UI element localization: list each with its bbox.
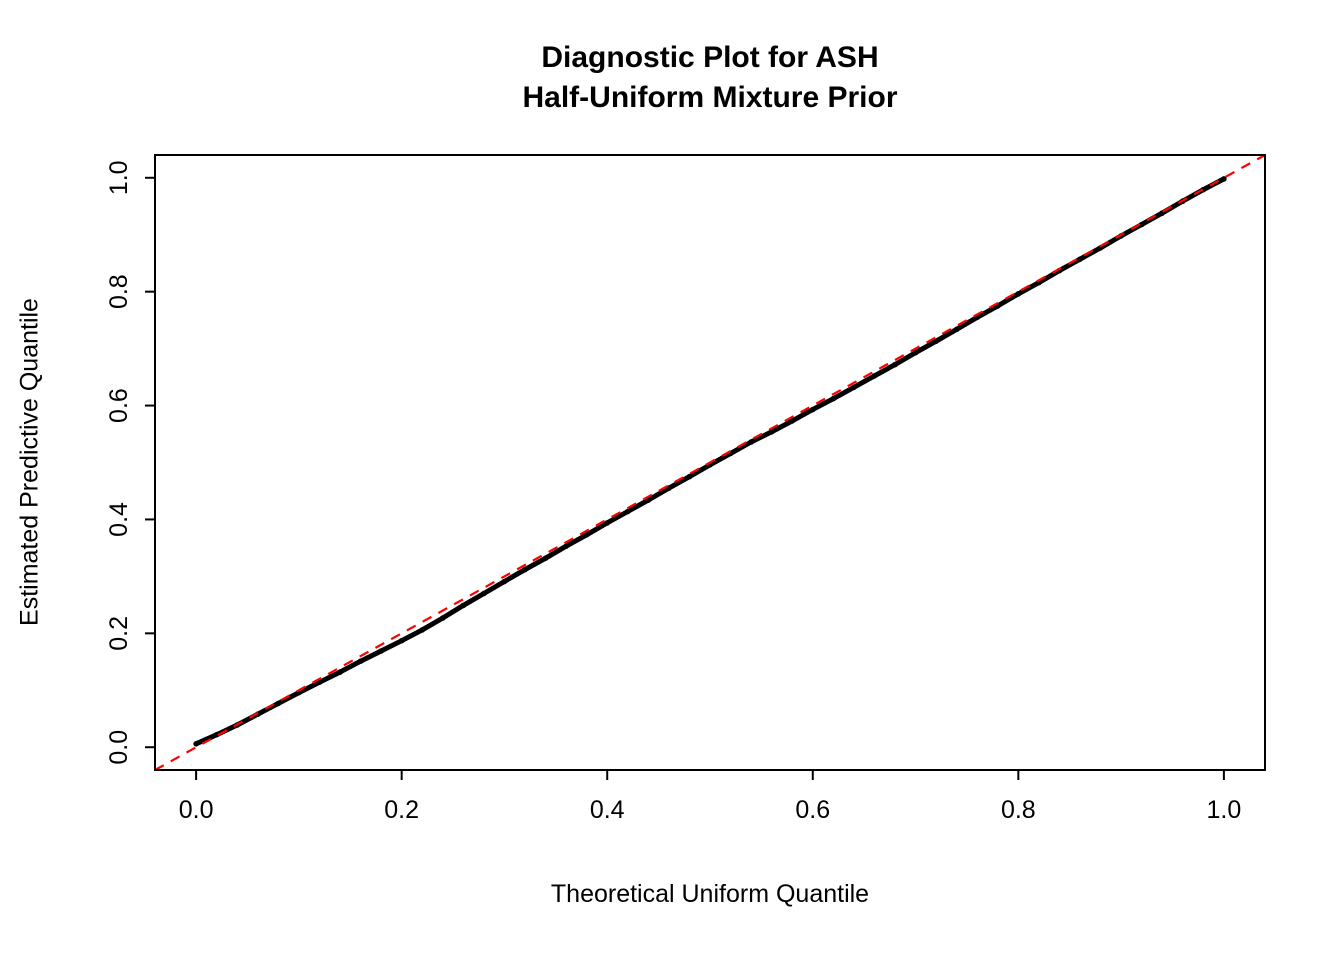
qq-point — [604, 520, 610, 526]
qq-point — [933, 338, 939, 345]
x-tick-label: 0.6 — [795, 796, 830, 824]
reference-line — [154, 154, 1266, 771]
qq-point — [501, 578, 508, 585]
plot-box — [154, 154, 1266, 771]
y-tick-label: 0.8 — [105, 274, 133, 309]
qq-point — [583, 532, 590, 538]
y-tick-label: 0.4 — [105, 502, 133, 537]
qq-point — [625, 508, 631, 515]
qq-point — [789, 418, 795, 424]
qq-point — [193, 741, 199, 747]
chart-title: Diagnostic Plot for ASH Half-Uniform Mix… — [155, 38, 1265, 118]
qq-point — [378, 648, 384, 654]
qq-point — [912, 349, 919, 356]
qq-point — [810, 406, 816, 413]
qq-point — [419, 627, 426, 633]
qq-point — [830, 395, 837, 402]
qq-point — [213, 731, 220, 738]
qq-point — [892, 361, 898, 368]
qq-point — [522, 566, 528, 573]
qq-point — [481, 590, 487, 597]
qq-point — [398, 637, 405, 644]
qq-point — [357, 658, 364, 664]
qq-point — [748, 439, 754, 445]
y-tick-label: 0.6 — [105, 388, 133, 423]
y-tick-label: 0.0 — [105, 730, 133, 765]
y-axis-label-text: Estimated Predictive Quantile — [15, 298, 44, 626]
qq-point — [768, 429, 775, 435]
x-tick-label: 0.8 — [1001, 796, 1036, 824]
qq-point — [1077, 256, 1083, 263]
qq-point — [563, 543, 569, 549]
chart-title-line2: Half-Uniform Mixture Prior — [522, 81, 898, 114]
qq-point — [460, 602, 467, 609]
qq-point — [275, 700, 282, 707]
qq-point — [953, 326, 960, 333]
y-tick-label: 0.2 — [105, 616, 133, 651]
chart-title-line1: Diagnostic Plot for ASH — [541, 41, 879, 74]
x-tick-label: 1.0 — [1207, 796, 1242, 824]
x-tick-label: 0.2 — [384, 796, 419, 824]
qq-point — [1221, 176, 1227, 182]
qq-point — [851, 384, 857, 391]
x-tick-label: 0.0 — [179, 796, 214, 824]
y-tick-label: 1.0 — [105, 160, 133, 195]
qq-point — [337, 669, 343, 675]
qq-point — [440, 615, 446, 621]
qq-point — [542, 555, 549, 561]
x-axis-label: Theoretical Uniform Quantile — [550, 880, 870, 908]
qq-point — [1015, 291, 1022, 297]
qq-point — [1138, 221, 1145, 228]
x-tick-label: 0.4 — [590, 796, 625, 824]
qq-point — [686, 473, 693, 480]
qq-point — [871, 373, 878, 379]
